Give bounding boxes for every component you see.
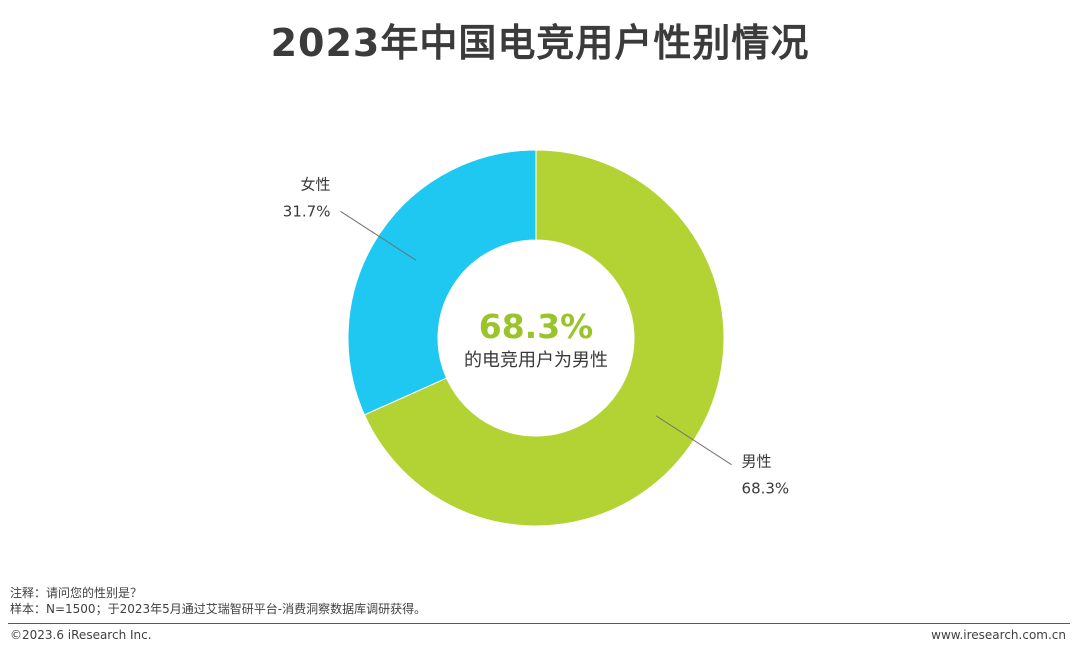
sample-text: 样本：N=1500；于2023年5月通过艾瑞智研平台-消费洞察数据库调研获得。 (10, 602, 427, 616)
copyright: ©2023.6 iResearch Inc. (10, 628, 152, 642)
note-text: 注释：请问您的性别是？ (10, 586, 143, 600)
chart-title: 2023年中国电竞用户性别情况 (270, 21, 810, 65)
slice-0 (363, 149, 725, 527)
website-url: www.iresearch.com.cn (931, 628, 1066, 642)
slice-label-0: 男性 (742, 453, 772, 471)
slice-label-1: 女性 (300, 175, 330, 193)
footer-divider (8, 623, 1070, 624)
leader-line-0 (655, 415, 732, 466)
slice-value-label-0: 68.3% (742, 480, 790, 498)
leader-line-1 (340, 210, 417, 261)
center-value: 68.3% (479, 307, 594, 346)
center-caption: 的电竞用户为男性 (464, 350, 608, 371)
slice-1 (347, 149, 537, 416)
leader-lines (340, 210, 732, 466)
footnotes: 注释：请问您的性别是？ 样本：N=1500；于2023年5月通过艾瑞智研平台-消… (10, 585, 426, 617)
slice-labels: 男性 68.3% 女性 31.7% (283, 175, 789, 497)
slices-group (347, 149, 725, 527)
slice-value-label-1: 31.7% (283, 202, 331, 220)
